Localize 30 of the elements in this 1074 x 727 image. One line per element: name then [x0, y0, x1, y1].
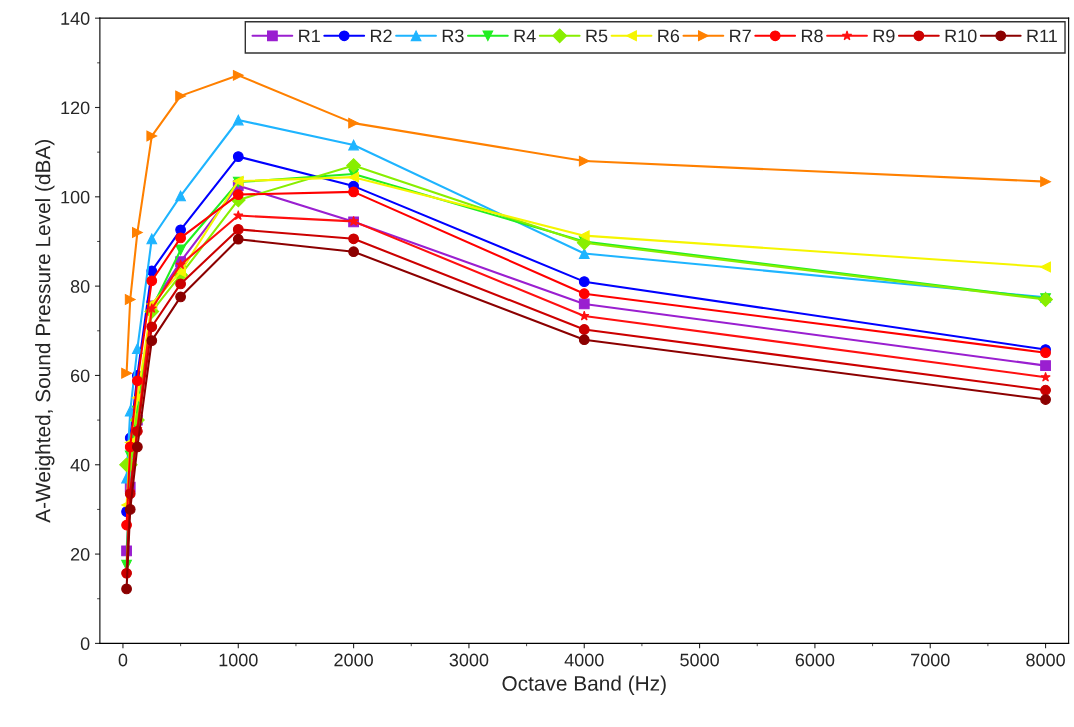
x-tick-label: 6000 — [795, 653, 835, 667]
legend-label: R11 — [1027, 29, 1057, 43]
legend-label: R9 — [873, 29, 895, 43]
x-tick-label: 0 — [118, 653, 128, 667]
x-tick-label: 4000 — [564, 653, 604, 667]
legend-label: R7 — [730, 29, 751, 43]
legend-label: R4 — [514, 29, 536, 43]
x-tick-label: 7000 — [911, 653, 950, 667]
legend-label: R5 — [586, 29, 608, 43]
x-tick-label: 5000 — [680, 653, 719, 667]
y-tick-label: 120 — [61, 101, 90, 115]
legend-label: R6 — [658, 29, 680, 43]
x-tick-label: 2000 — [334, 653, 373, 667]
x-tick-label: 8000 — [1026, 653, 1065, 667]
y-tick-label: 140 — [61, 12, 90, 25]
y-tick-label: 60 — [71, 369, 90, 383]
legend-label: R10 — [945, 29, 977, 43]
legend-label: R3 — [442, 29, 464, 43]
y-tick-label: 80 — [70, 280, 90, 293]
y-tick-label: 40 — [70, 458, 90, 472]
x-tick-label: 1000 — [219, 653, 258, 667]
x-tick-label: 3000 — [449, 653, 489, 667]
y-axis-title: A-Weighted, Sound Pressure Level (dBA) — [35, 140, 55, 523]
legend-label: R8 — [801, 29, 823, 43]
legend-label: R2 — [370, 29, 392, 43]
y-tick-label: 0 — [80, 637, 90, 651]
y-tick-label: 20 — [70, 548, 90, 561]
x-axis-title: Octave Band (Hz) — [502, 675, 666, 695]
legend-label: R1 — [299, 29, 320, 43]
y-tick-label: 100 — [61, 190, 90, 204]
